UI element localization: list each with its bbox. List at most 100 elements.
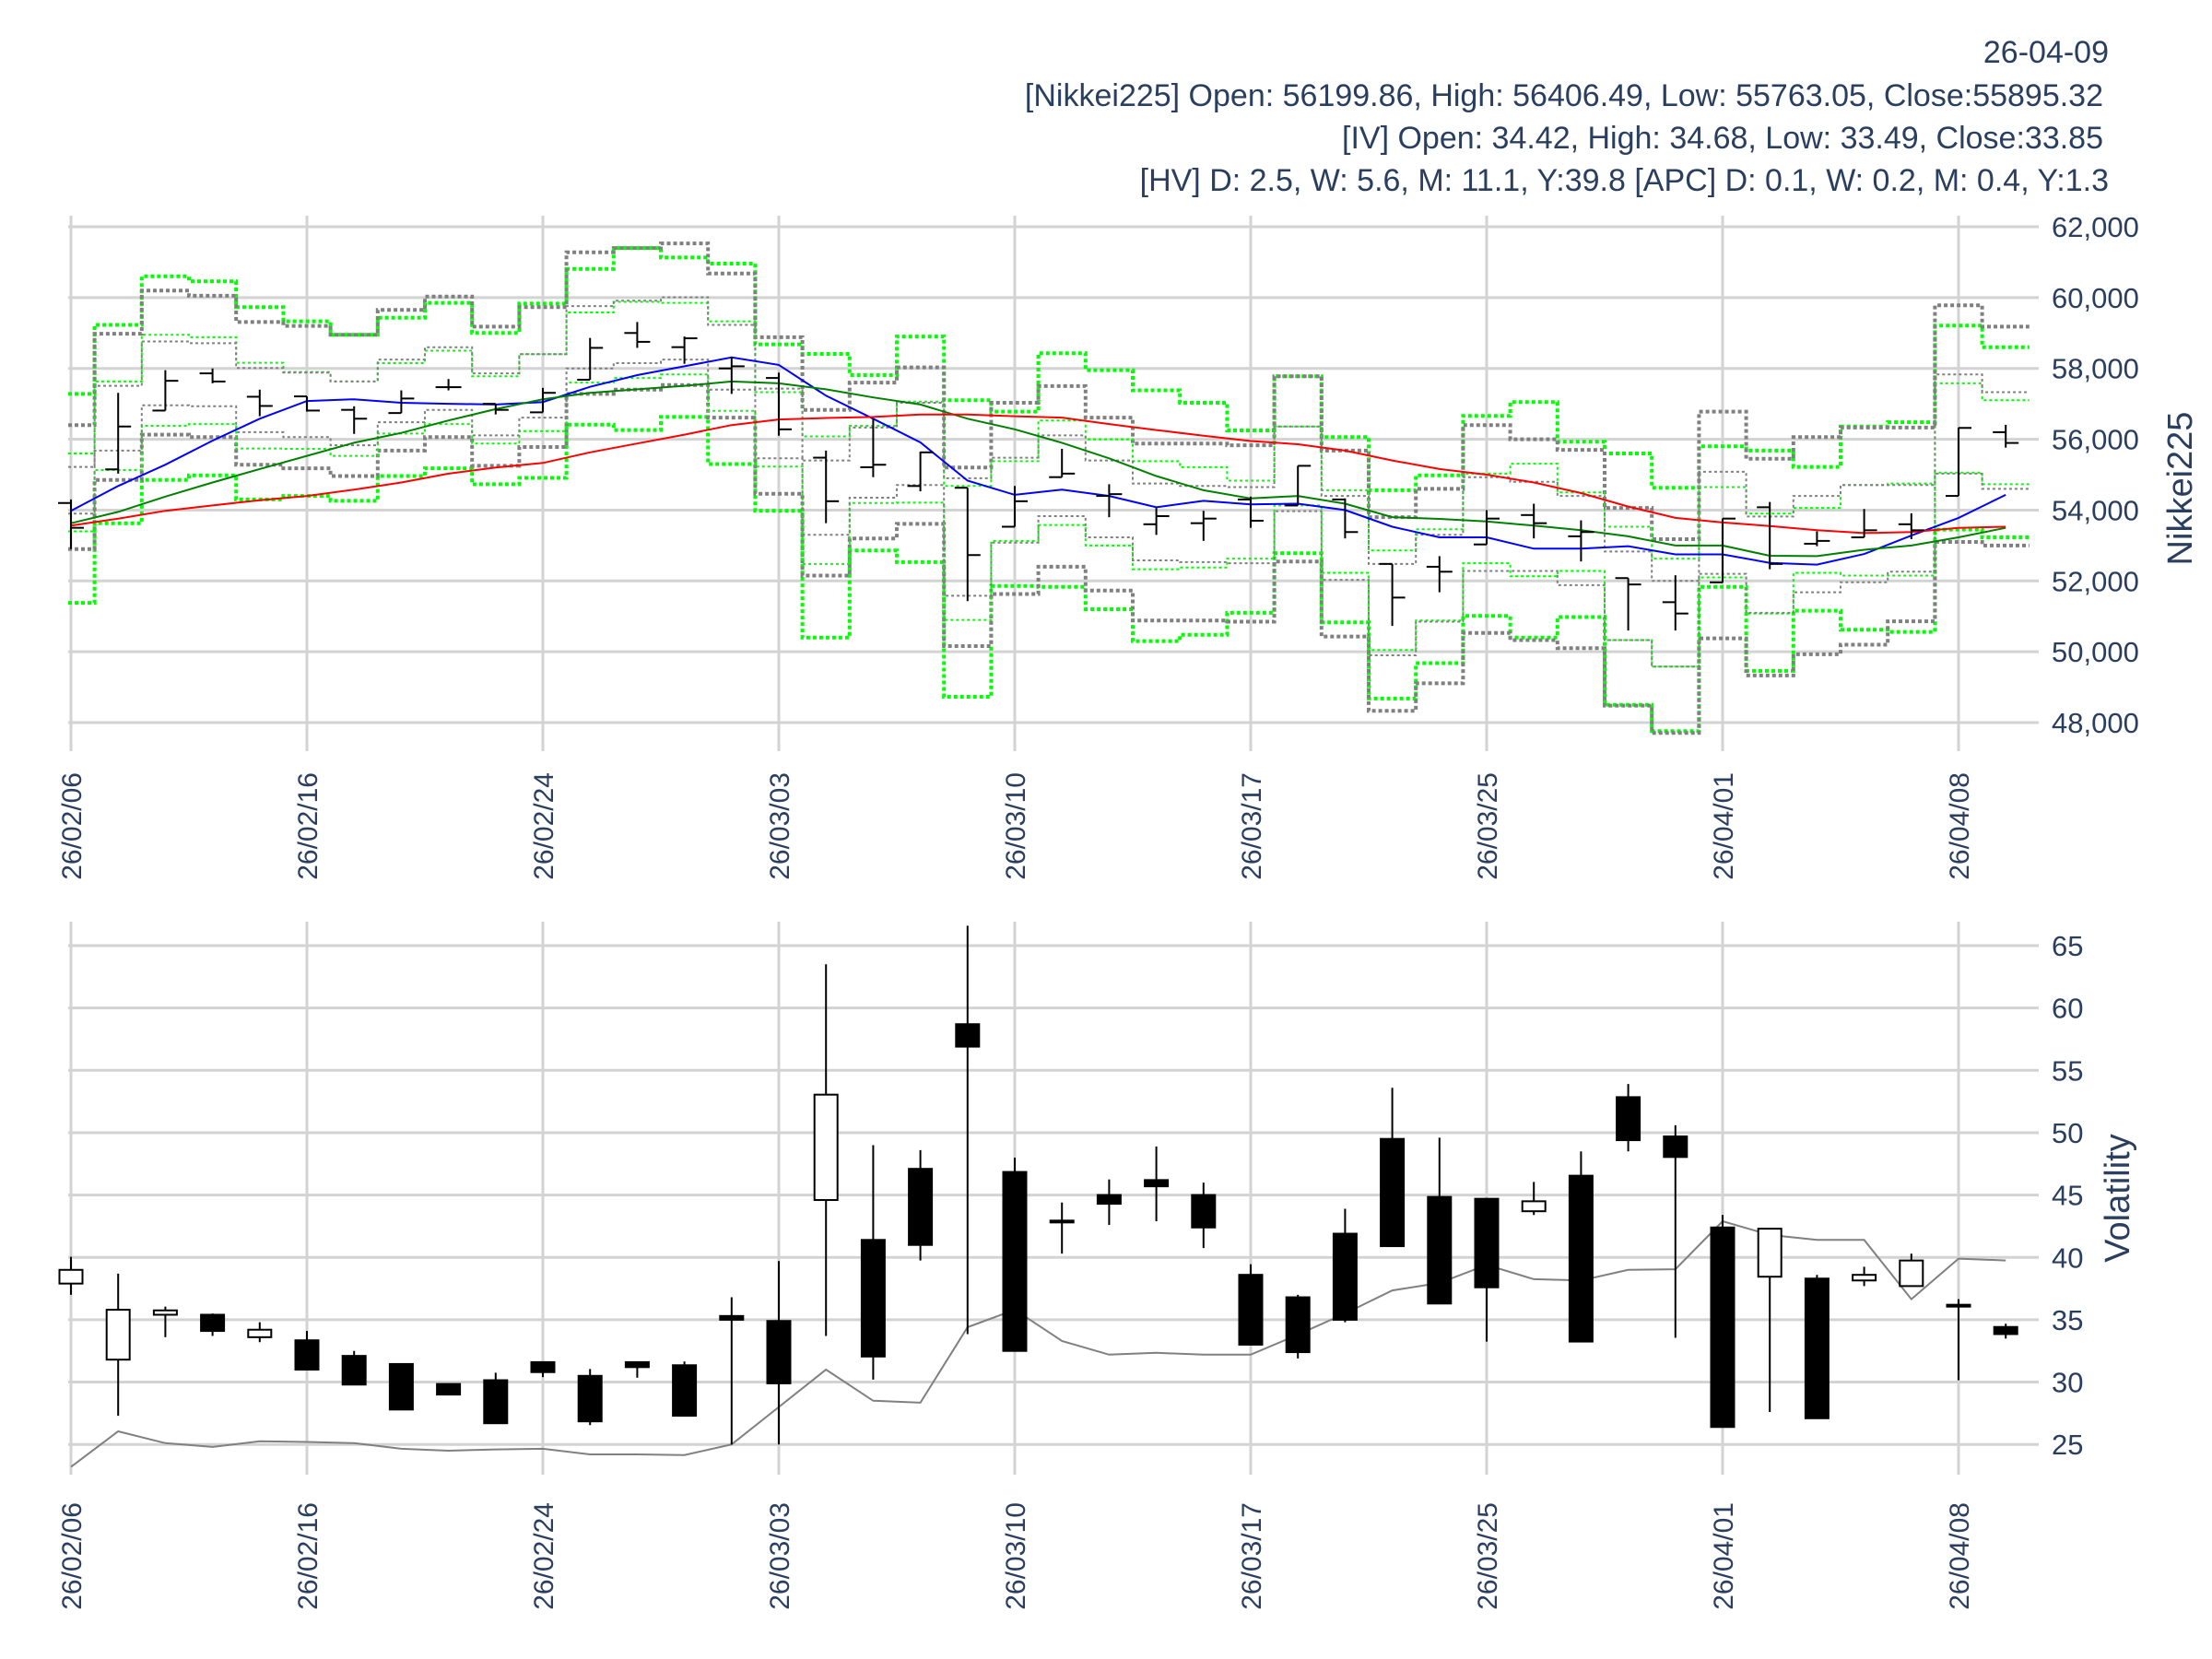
ohlc-bar (105, 393, 132, 474)
candle-body-down (436, 1382, 462, 1396)
iv-candle (1427, 1137, 1453, 1305)
y-tick-label: 50,000 (2052, 636, 2139, 668)
y-axis-title: Nikkei225 (2161, 412, 2200, 566)
iv-candle (294, 1331, 320, 1371)
ohlc-bar (341, 406, 368, 434)
x-tick-label: 26/04/01 (1709, 772, 1739, 880)
iv-candle (1144, 1146, 1170, 1222)
iv-candle (1757, 1228, 1783, 1413)
x-tick-label: 26/03/25 (1473, 1502, 1503, 1610)
iv-candle (388, 1362, 414, 1411)
x-tick-label: 26/04/01 (1709, 1502, 1739, 1610)
candle-body-down (388, 1362, 414, 1411)
hv-band-outer-upper (68, 241, 2030, 541)
y-tick-label: 55 (2052, 1054, 2083, 1087)
candle-body-down (1804, 1277, 1830, 1419)
iv-candle (577, 1369, 603, 1426)
x-tick-label: 26/02/16 (293, 1502, 324, 1610)
ohlc-bar (577, 337, 604, 382)
header-hv-apc: [HV] D: 2.5, W: 5.6, M: 11.1, Y:39.8 [AP… (1139, 163, 2109, 198)
iv-candle (1332, 1208, 1358, 1323)
candle-body-down (294, 1339, 320, 1371)
iv-candle (436, 1382, 462, 1396)
ohlc-bar (1710, 517, 1735, 583)
y-tick-label: 56,000 (2052, 424, 2139, 456)
ohlc-bar (58, 499, 84, 549)
hv-band-inner-upper (68, 296, 2030, 582)
candle-body-down (1049, 1219, 1075, 1224)
iv-candle (1521, 1182, 1547, 1216)
ohlc-bar (1521, 503, 1547, 539)
ohlc-bar (766, 372, 792, 436)
iv-candle (1380, 1088, 1406, 1248)
y-tick-label: 54,000 (2052, 494, 2139, 526)
candle-body-up (1852, 1274, 1877, 1282)
candle-body-down (1002, 1171, 1028, 1352)
ohlc-bar (1568, 520, 1594, 562)
y-tick-label: 60,000 (2052, 282, 2139, 314)
iv-candle (105, 1273, 131, 1417)
ohlc-bar (152, 370, 179, 412)
candle-body-down (1474, 1197, 1500, 1288)
iv-band-inner-lower (68, 373, 2030, 668)
candle-body-down (1663, 1135, 1688, 1159)
header-iv-ohlc: [IV] Open: 34.42, High: 34.68, Low: 33.4… (1342, 121, 2103, 156)
ohlc-bar (813, 450, 840, 524)
candle-body-up (1521, 1200, 1547, 1213)
candle-body-down (341, 1355, 367, 1386)
ohlc-bar (1757, 501, 1783, 570)
iv-candle (719, 1297, 745, 1445)
iv-candle (955, 925, 981, 1335)
volatility-panel: 25 30 35 40 45 50 55 60 65 26/02/06 26/02/16 26/02/… (57, 922, 2137, 1610)
ohlc-bar (1096, 484, 1123, 518)
candle-body-down (1427, 1195, 1453, 1305)
ohlc-bar (1898, 512, 1924, 539)
y-tick-label: 62,000 (2052, 211, 2139, 243)
ohlc-bar (907, 451, 934, 492)
y-tick-label: 45 (2052, 1180, 2083, 1212)
candle-body-down (955, 1023, 981, 1048)
ma_long-line (70, 413, 2006, 535)
candle-body-up (105, 1309, 131, 1361)
iv-candle (1238, 1264, 1264, 1346)
iv-candle (908, 1149, 934, 1261)
y-tick-label: 48,000 (2052, 707, 2139, 739)
candle-body-down (860, 1239, 886, 1358)
ma_short-line (70, 356, 2006, 566)
ohlc-bar (671, 336, 698, 364)
iv-candle (672, 1361, 698, 1418)
candle-body-down (1238, 1274, 1264, 1346)
candle-body-down (1144, 1179, 1170, 1188)
ohlc-bar (1285, 465, 1312, 507)
candle-body-down (1568, 1174, 1594, 1343)
ohlc-bar (482, 403, 509, 415)
ohlc-bar (624, 322, 651, 348)
x-tick-label: 26/03/03 (765, 772, 795, 880)
ohlc-bar (954, 487, 981, 602)
ohlc-bar (1662, 575, 1688, 631)
candle-body-down (483, 1379, 509, 1425)
candle-body-down (200, 1313, 226, 1333)
iv-candle (766, 1261, 792, 1445)
ohlc-bar (294, 395, 320, 412)
ohlc-bar (1190, 511, 1217, 541)
candle-body-down (1946, 1303, 1971, 1308)
ohlc-bar (530, 387, 556, 414)
ohlc-bar (1143, 508, 1170, 535)
iv-candle (58, 1256, 84, 1295)
ohlc-bar (1426, 556, 1453, 593)
x-tick-label: 26/03/03 (765, 1502, 795, 1610)
ohlc-bar (1049, 448, 1076, 478)
y-tick-label: 40 (2052, 1241, 2083, 1274)
x-tick-label: 26/04/08 (1945, 772, 1975, 880)
ohlc-bar (1332, 498, 1359, 539)
candle-body-down (719, 1314, 745, 1321)
y-tick-label: 35 (2052, 1304, 2083, 1336)
hv-band-outer-lower (68, 382, 2030, 735)
candle-body-down (1993, 1325, 2018, 1335)
candle-body-up (247, 1328, 273, 1338)
iv-candle (1710, 1215, 1735, 1429)
x-tick-label: 26/02/16 (293, 772, 324, 880)
candle-body-down (1380, 1137, 1406, 1248)
